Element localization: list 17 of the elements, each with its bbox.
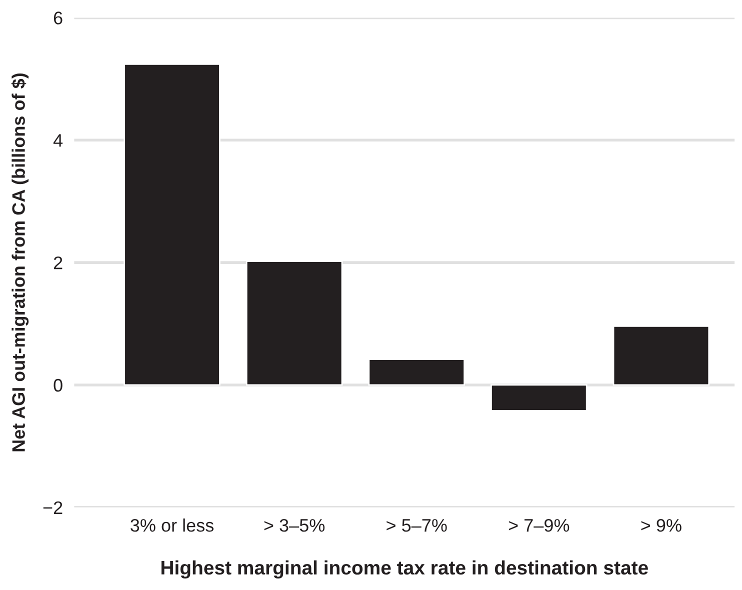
y-tick-label: 6 <box>54 12 62 24</box>
x-tick-label: > 5–7% <box>386 519 447 532</box>
y-tick-label: 4 <box>53 134 63 147</box>
y-tick-label: −2 <box>43 501 62 514</box>
x-axis-title: Highest marginal income tax rate in destination state <box>162 560 648 579</box>
bar <box>368 358 466 386</box>
x-tick-label: > 3–5% <box>264 518 325 532</box>
x-tick-label: > 7–9% <box>508 518 570 532</box>
bar <box>612 326 710 386</box>
x-tick-label: 3% or less <box>130 518 214 532</box>
bar <box>246 260 343 386</box>
y-tick-label: 0 <box>54 378 62 392</box>
y-axis-title: Net AGI out-migration from CA (billions of $) <box>11 74 29 452</box>
x-tick-label: > 9% <box>641 518 682 532</box>
bar <box>124 64 220 386</box>
bar <box>490 384 588 412</box>
y-tick-label: 2 <box>54 256 62 270</box>
